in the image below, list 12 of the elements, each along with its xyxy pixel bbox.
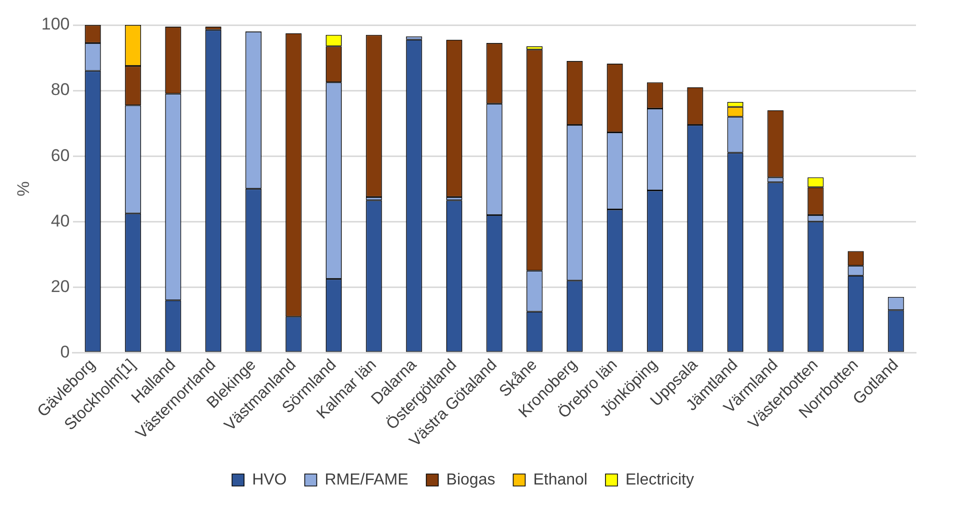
- y-tick-label: 60: [50, 146, 70, 165]
- y-tick-label: 40: [50, 211, 70, 230]
- legend-label: Ethanol: [533, 471, 588, 488]
- legend-label: Biogas: [446, 471, 496, 488]
- y-tick-label: 20: [50, 276, 70, 296]
- y-tick-label: 0: [60, 342, 70, 362]
- legend-label: RME/FAME: [324, 471, 408, 488]
- legend-label: Electricity: [625, 471, 694, 488]
- legend-label: HVO: [252, 471, 287, 488]
- y-axis-title: %: [14, 181, 33, 196]
- y-tick-label: 100: [41, 14, 70, 34]
- y-tick-label: 80: [50, 80, 70, 100]
